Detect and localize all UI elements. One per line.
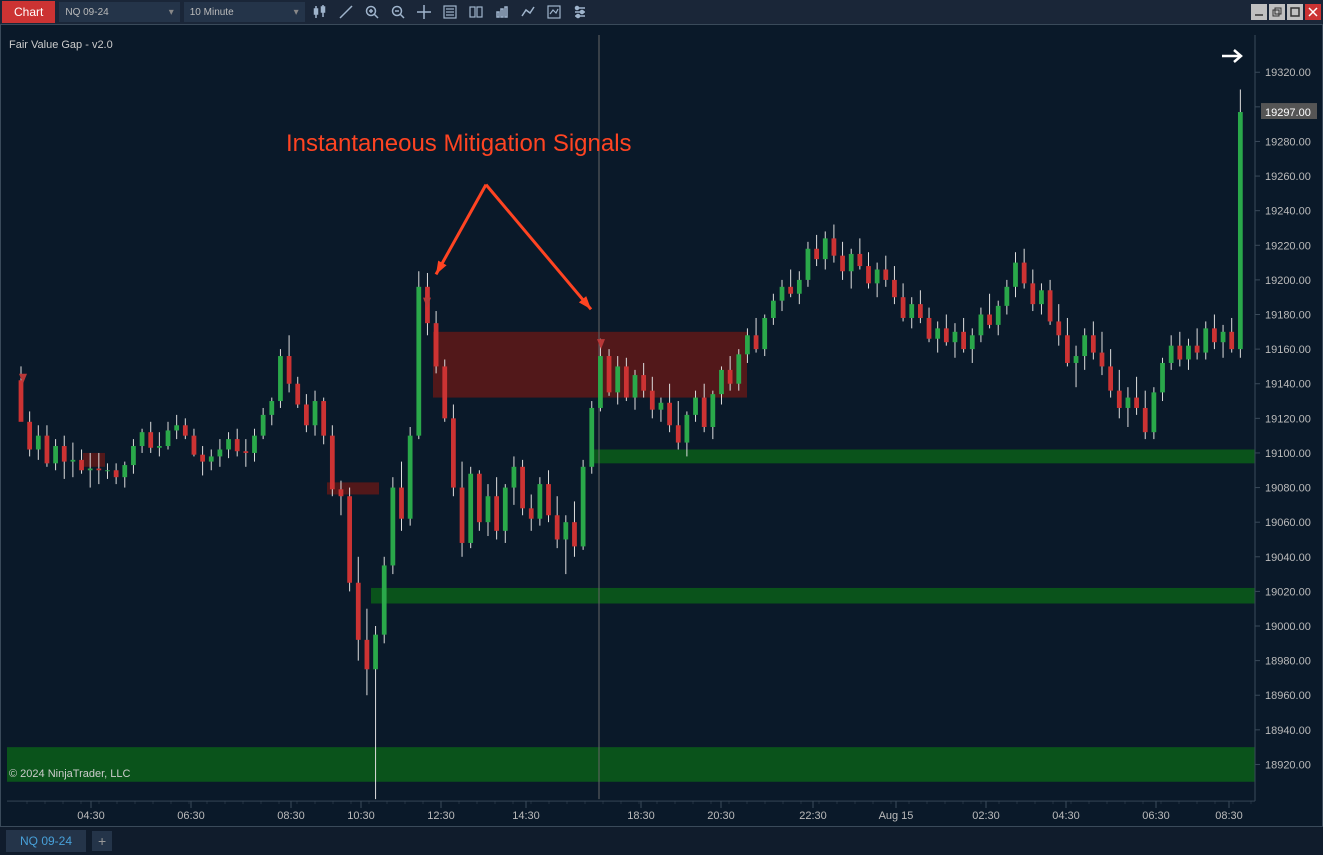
svg-text:18920.00: 18920.00	[1265, 759, 1311, 771]
chart-trader-icon[interactable]	[465, 1, 487, 23]
svg-text:19100.00: 19100.00	[1265, 448, 1311, 460]
draw-line-icon[interactable]	[335, 1, 357, 23]
svg-text:19060.00: 19060.00	[1265, 517, 1311, 529]
svg-text:04:30: 04:30	[77, 810, 104, 822]
chart-button[interactable]: Chart	[2, 1, 55, 23]
tab-strip: NQ 09-24 +	[0, 827, 1323, 855]
svg-text:19140.00: 19140.00	[1265, 379, 1311, 391]
svg-text:02:30: 02:30	[972, 810, 999, 822]
indicators-icon[interactable]	[491, 1, 513, 23]
toolbar: Chart NQ 09-24 ▾ 10 Minute ▾	[0, 0, 1323, 24]
interval-dropdown[interactable]: 10 Minute ▾	[184, 2, 305, 22]
restore-button[interactable]	[1269, 4, 1285, 20]
svg-text:19160.00: 19160.00	[1265, 344, 1311, 356]
svg-text:08:30: 08:30	[277, 810, 304, 822]
annotation-text: Instantaneous Mitigation Signals	[286, 130, 632, 158]
zoom-out-icon[interactable]	[387, 1, 409, 23]
svg-text:06:30: 06:30	[177, 810, 204, 822]
svg-text:08:30: 08:30	[1215, 810, 1242, 822]
svg-text:04:30: 04:30	[1052, 810, 1079, 822]
chevron-down-icon: ▾	[169, 7, 174, 18]
svg-text:19320.00: 19320.00	[1265, 67, 1311, 79]
candles-icon[interactable]	[309, 1, 331, 23]
svg-text:19000.00: 19000.00	[1265, 621, 1311, 633]
svg-text:20:30: 20:30	[707, 810, 734, 822]
properties-icon[interactable]	[569, 1, 591, 23]
svg-text:19080.00: 19080.00	[1265, 483, 1311, 495]
svg-text:19200.00: 19200.00	[1265, 275, 1311, 287]
svg-text:19260.00: 19260.00	[1265, 171, 1311, 183]
minimize-button[interactable]	[1251, 4, 1267, 20]
crosshair-icon[interactable]	[413, 1, 435, 23]
svg-text:18:30: 18:30	[627, 810, 654, 822]
svg-text:19040.00: 19040.00	[1265, 552, 1311, 564]
svg-text:12:30: 12:30	[427, 810, 454, 822]
chart-area[interactable]: Fair Value Gap - v2.0 18920.0018940.0018…	[0, 24, 1323, 827]
candlestick-chart: 18920.00 18940.00 18960.00 18980.00 19000.00…	[1, 25, 1322, 826]
maximize-button[interactable]	[1287, 4, 1303, 20]
svg-text:19220.00: 19220.00	[1265, 240, 1311, 252]
instrument-value: NQ 09-24	[65, 7, 108, 18]
svg-text:19240.00: 19240.00	[1265, 206, 1311, 218]
svg-text:18940.00: 18940.00	[1265, 725, 1311, 737]
svg-text:Aug 15: Aug 15	[879, 810, 914, 822]
copyright-label: © 2024 NinjaTrader, LLC	[9, 768, 130, 780]
window-controls	[1251, 4, 1321, 20]
svg-text:10:30: 10:30	[347, 810, 374, 822]
zoom-in-icon[interactable]	[361, 1, 383, 23]
svg-text:19180.00: 19180.00	[1265, 310, 1311, 322]
svg-text:06:30: 06:30	[1142, 810, 1169, 822]
svg-text:22:30: 22:30	[799, 810, 826, 822]
svg-text:19280.00: 19280.00	[1265, 136, 1311, 148]
svg-text:19297.00: 19297.00	[1265, 107, 1311, 119]
data-series-icon[interactable]	[543, 1, 565, 23]
svg-text:19020.00: 19020.00	[1265, 586, 1311, 598]
svg-text:18980.00: 18980.00	[1265, 656, 1311, 668]
data-box-icon[interactable]	[439, 1, 461, 23]
instrument-dropdown[interactable]: NQ 09-24 ▾	[59, 2, 179, 22]
tab-add-button[interactable]: +	[92, 831, 112, 851]
strategies-icon[interactable]	[517, 1, 539, 23]
interval-value: 10 Minute	[190, 7, 234, 18]
svg-text:19120.00: 19120.00	[1265, 413, 1311, 425]
close-button[interactable]	[1305, 4, 1321, 20]
chevron-down-icon: ▾	[294, 7, 299, 18]
tab-active[interactable]: NQ 09-24	[6, 830, 86, 852]
svg-text:14:30: 14:30	[512, 810, 539, 822]
svg-text:18960.00: 18960.00	[1265, 690, 1311, 702]
